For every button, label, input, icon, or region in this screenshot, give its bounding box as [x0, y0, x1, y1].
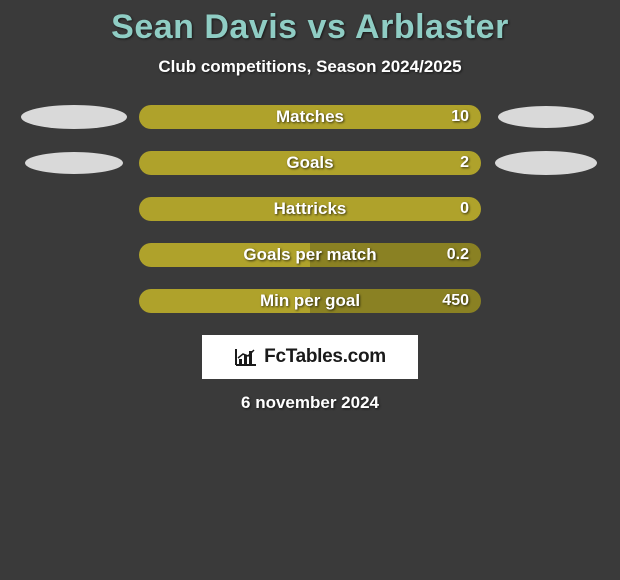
- stat-value-right: 0: [460, 200, 469, 218]
- stat-row: Hattricks 0: [0, 197, 620, 221]
- stat-bar: Matches 10: [139, 105, 481, 129]
- logo-box: FcTables.com: [202, 335, 418, 379]
- stat-bar: Goals per match 0.2: [139, 243, 481, 267]
- stat-row: Goals per match 0.2: [0, 243, 620, 267]
- right-indicator: [481, 151, 611, 175]
- stat-bar: Goals 2: [139, 151, 481, 175]
- stat-value-right: 10: [451, 108, 469, 126]
- page-title: Sean Davis vs Arblaster: [0, 8, 620, 47]
- stat-value-right: 450: [442, 292, 469, 310]
- ellipse-icon: [25, 152, 123, 174]
- left-indicator: [9, 152, 139, 174]
- stat-value-right: 0.2: [447, 246, 469, 264]
- stat-bar: Hattricks 0: [139, 197, 481, 221]
- stat-row: Min per goal 450: [0, 289, 620, 313]
- bar-right-half: [310, 151, 481, 175]
- logo-text: FcTables.com: [264, 346, 386, 368]
- stat-label: Hattricks: [274, 199, 347, 219]
- stat-row: Matches 10: [0, 105, 620, 129]
- infographic-container: Sean Davis vs Arblaster Club competition…: [0, 0, 620, 413]
- stat-row: Goals 2: [0, 151, 620, 175]
- stat-label: Matches: [276, 107, 344, 127]
- date-text: 6 november 2024: [0, 393, 620, 413]
- ellipse-icon: [21, 105, 127, 129]
- subtitle: Club competitions, Season 2024/2025: [0, 57, 620, 77]
- chart-icon: [234, 347, 258, 367]
- bar-left-half: [139, 151, 310, 175]
- stat-label: Goals per match: [243, 245, 376, 265]
- left-indicator: [9, 105, 139, 129]
- stat-value-right: 2: [460, 154, 469, 172]
- stat-rows: Matches 10 Goals 2 Hattricks 0 Goals per match…: [0, 105, 620, 313]
- stat-label: Goals: [286, 153, 333, 173]
- stat-bar: Min per goal 450: [139, 289, 481, 313]
- stat-label: Min per goal: [260, 291, 360, 311]
- ellipse-icon: [498, 106, 594, 128]
- ellipse-icon: [495, 151, 597, 175]
- right-indicator: [481, 106, 611, 128]
